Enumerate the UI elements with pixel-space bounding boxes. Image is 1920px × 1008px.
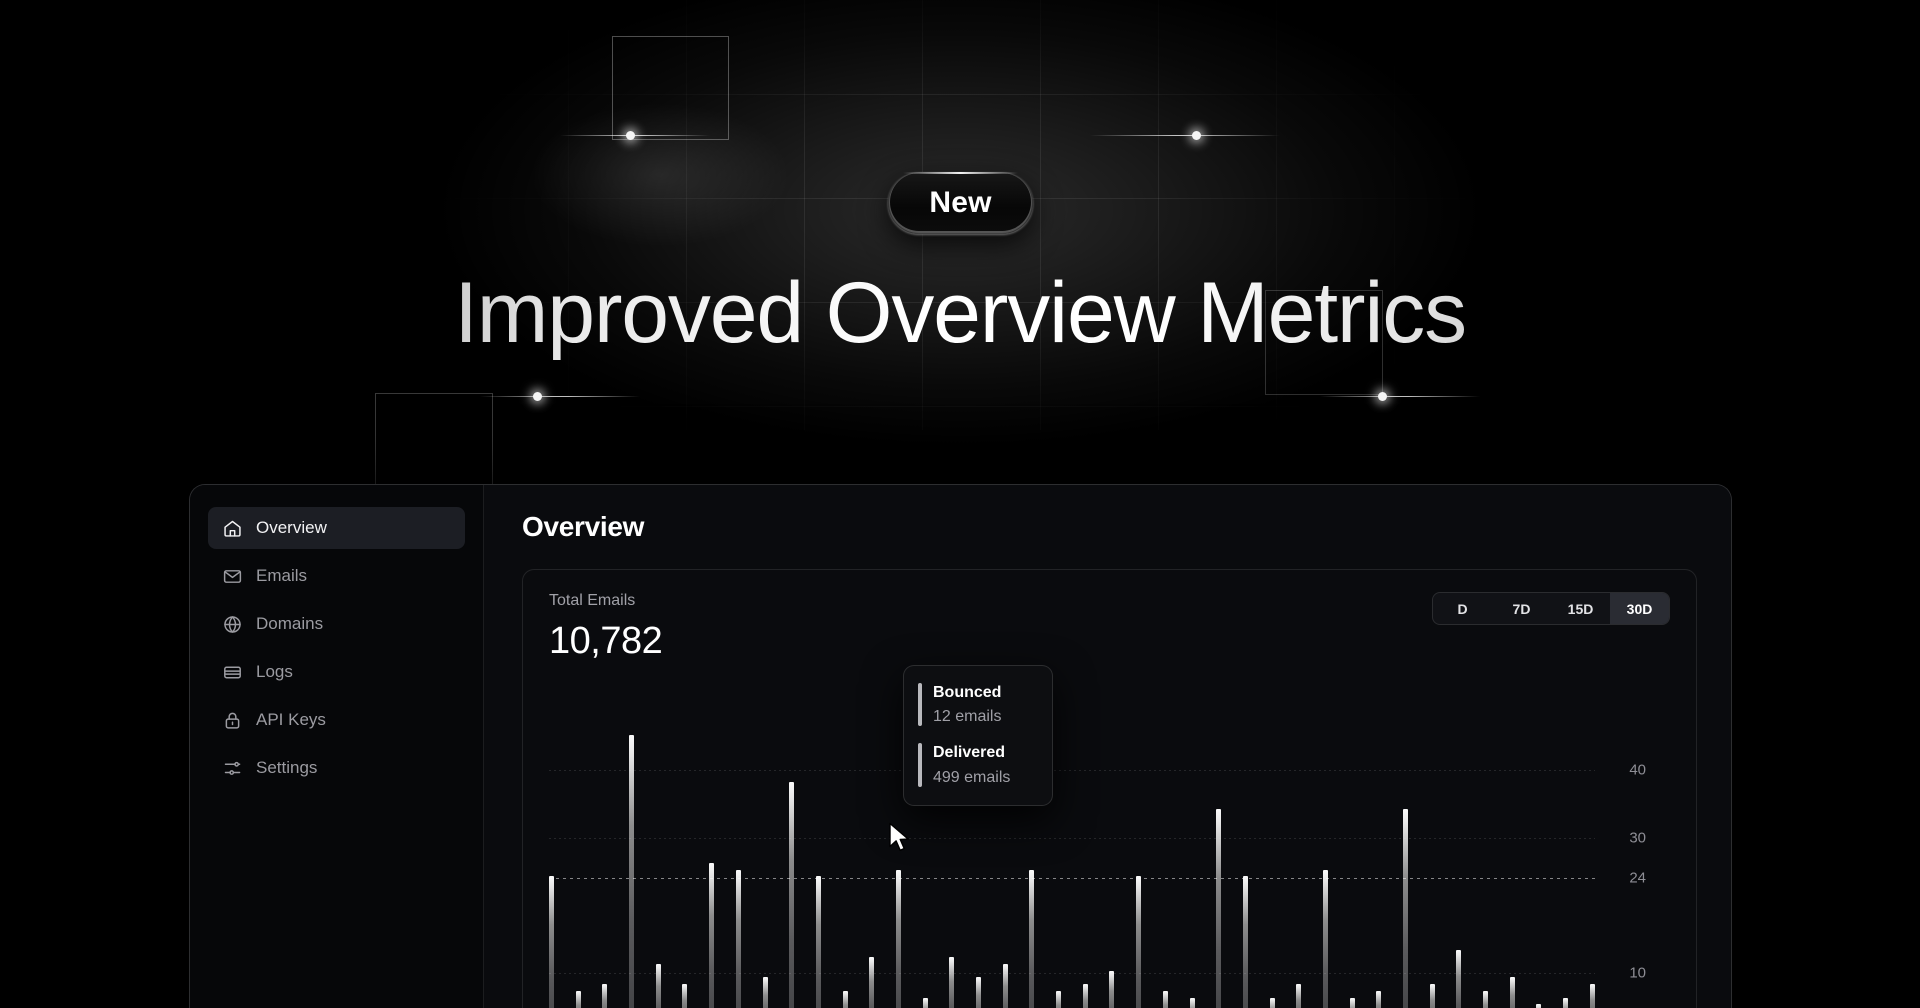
chart-gridline [549,837,1595,839]
chart-bar[interactable] [1029,869,1035,1008]
chart-bar[interactable] [1322,869,1328,1008]
chart-bar[interactable] [1429,984,1435,1008]
chart-bar[interactable] [789,781,795,1008]
new-badge-label: New [929,186,992,219]
chart-bar[interactable] [1109,970,1115,1008]
chart-gridline [549,878,1595,880]
chart-bar[interactable] [1509,977,1515,1008]
chart-bar[interactable] [895,869,901,1008]
chart-y-tick-label: 40 [1629,761,1646,779]
sidebar-item-label: Logs [256,662,293,681]
chart-bar[interactable] [842,990,848,1008]
chart-bar[interactable] [1456,950,1462,1008]
globe-icon [222,614,243,635]
chart-bar[interactable] [1269,997,1275,1008]
tooltip-series-value: 12 emails [933,708,1002,726]
chart-bar[interactable] [655,963,661,1008]
chart-bar[interactable] [1056,990,1062,1008]
chart-bar[interactable] [549,876,554,1008]
chart-gridline [549,972,1595,974]
sidebar-item-api-keys[interactable]: API Keys [208,699,465,741]
chart-bar[interactable] [602,984,608,1008]
chart-bar[interactable] [1589,984,1595,1008]
chart-bar[interactable] [976,977,981,1008]
chart-bar[interactable] [1242,876,1248,1008]
sidebar: Overview Emails Domains [190,485,484,1008]
page-title: Overview [522,511,645,542]
chart-bar[interactable] [1162,990,1168,1008]
chart-bar[interactable] [815,876,821,1008]
chart-bar[interactable] [762,977,768,1008]
metric-label: Total Emails [549,592,636,609]
card-header: Total Emails 10,782 D 7D 15D 30D [523,592,1696,663]
chart-plot-area [549,730,1595,1008]
range-button-7d[interactable]: 7D [1512,600,1531,617]
tooltip-color-swatch [918,743,922,787]
tooltip-row-delivered: Delivered 499 emails [918,743,1036,787]
time-range-selector[interactable]: D 7D 15D 30D [1432,592,1670,625]
chart-bar[interactable] [1002,963,1008,1008]
chart-tooltip: Bounced 12 emails Delivered 499 emails [903,665,1053,806]
chart-bar[interactable] [949,957,955,1008]
chart-bar[interactable] [1536,1004,1542,1008]
chart-bar[interactable] [682,984,688,1008]
sidebar-item-label: Domains [256,614,324,633]
chart-bar[interactable] [1082,984,1088,1008]
sidebar-item-settings[interactable]: Settings [208,747,465,789]
chart-y-tick-label: 24 [1629,869,1646,887]
chart-bar[interactable] [922,997,928,1008]
range-button-15d[interactable]: 15D [1567,600,1594,617]
sidebar-item-domains[interactable]: Domains [208,603,465,645]
home-icon [222,518,243,539]
sidebar-item-logs[interactable]: Logs [208,651,465,693]
chart-bar[interactable] [1216,808,1222,1008]
chart-bar[interactable] [1483,990,1489,1008]
chart-bar[interactable] [1376,990,1382,1008]
metric-value: 10,782 [549,620,663,662]
chart-bar[interactable] [709,862,715,1008]
chart-bar[interactable] [629,734,635,1008]
range-button-d[interactable]: D [1457,600,1468,617]
tooltip-color-swatch [918,683,922,727]
chart-bar[interactable] [1136,876,1142,1008]
chart-bar[interactable] [1563,997,1569,1008]
chart-y-axis: 40 30 24 10 [1600,730,1670,1008]
main-content: Overview Total Emails 10,782 D 7D 15D 30… [484,485,1731,1008]
sliders-icon [222,758,243,779]
chart-bars [549,730,1595,1008]
sidebar-item-label: Settings [256,758,318,777]
chart-bar[interactable] [1189,997,1195,1008]
lock-icon [222,710,243,731]
envelope-icon [222,566,243,587]
chart-bar[interactable] [1349,997,1355,1008]
hero-title: Improved Overview Metrics [0,266,1920,361]
chart-bar[interactable] [869,957,875,1008]
new-badge: New [888,172,1033,234]
sidebar-item-overview[interactable]: Overview [208,507,465,549]
chart-bar[interactable] [575,990,581,1008]
tooltip-series-name: Bounced [933,684,1002,701]
sidebar-item-label: API Keys [256,710,326,729]
chart-y-tick-label: 10 [1629,964,1646,982]
total-emails-card: Total Emails 10,782 D 7D 15D 30D 40 30 24 1… [522,569,1697,1008]
sidebar-item-label: Overview [256,518,327,537]
sidebar-item-emails[interactable]: Emails [208,555,465,597]
chart-gridline [549,770,1595,772]
bar-chart: 40 30 24 10 [549,730,1670,1008]
range-button-30d[interactable]: 30D [1610,593,1669,624]
metric-block: Total Emails 10,782 [549,592,663,663]
chart-bar[interactable] [1296,984,1302,1008]
tooltip-row-bounced: Bounced 12 emails [918,683,1036,727]
chart-bar[interactable] [735,869,741,1008]
tooltip-series-name: Delivered [933,744,1006,762]
sidebar-item-label: Emails [256,566,308,585]
tooltip-series-value: 499 emails [933,768,1011,786]
chart-y-tick-label: 30 [1629,829,1646,847]
logs-icon [222,662,243,683]
chart-bar[interactable] [1403,808,1408,1008]
